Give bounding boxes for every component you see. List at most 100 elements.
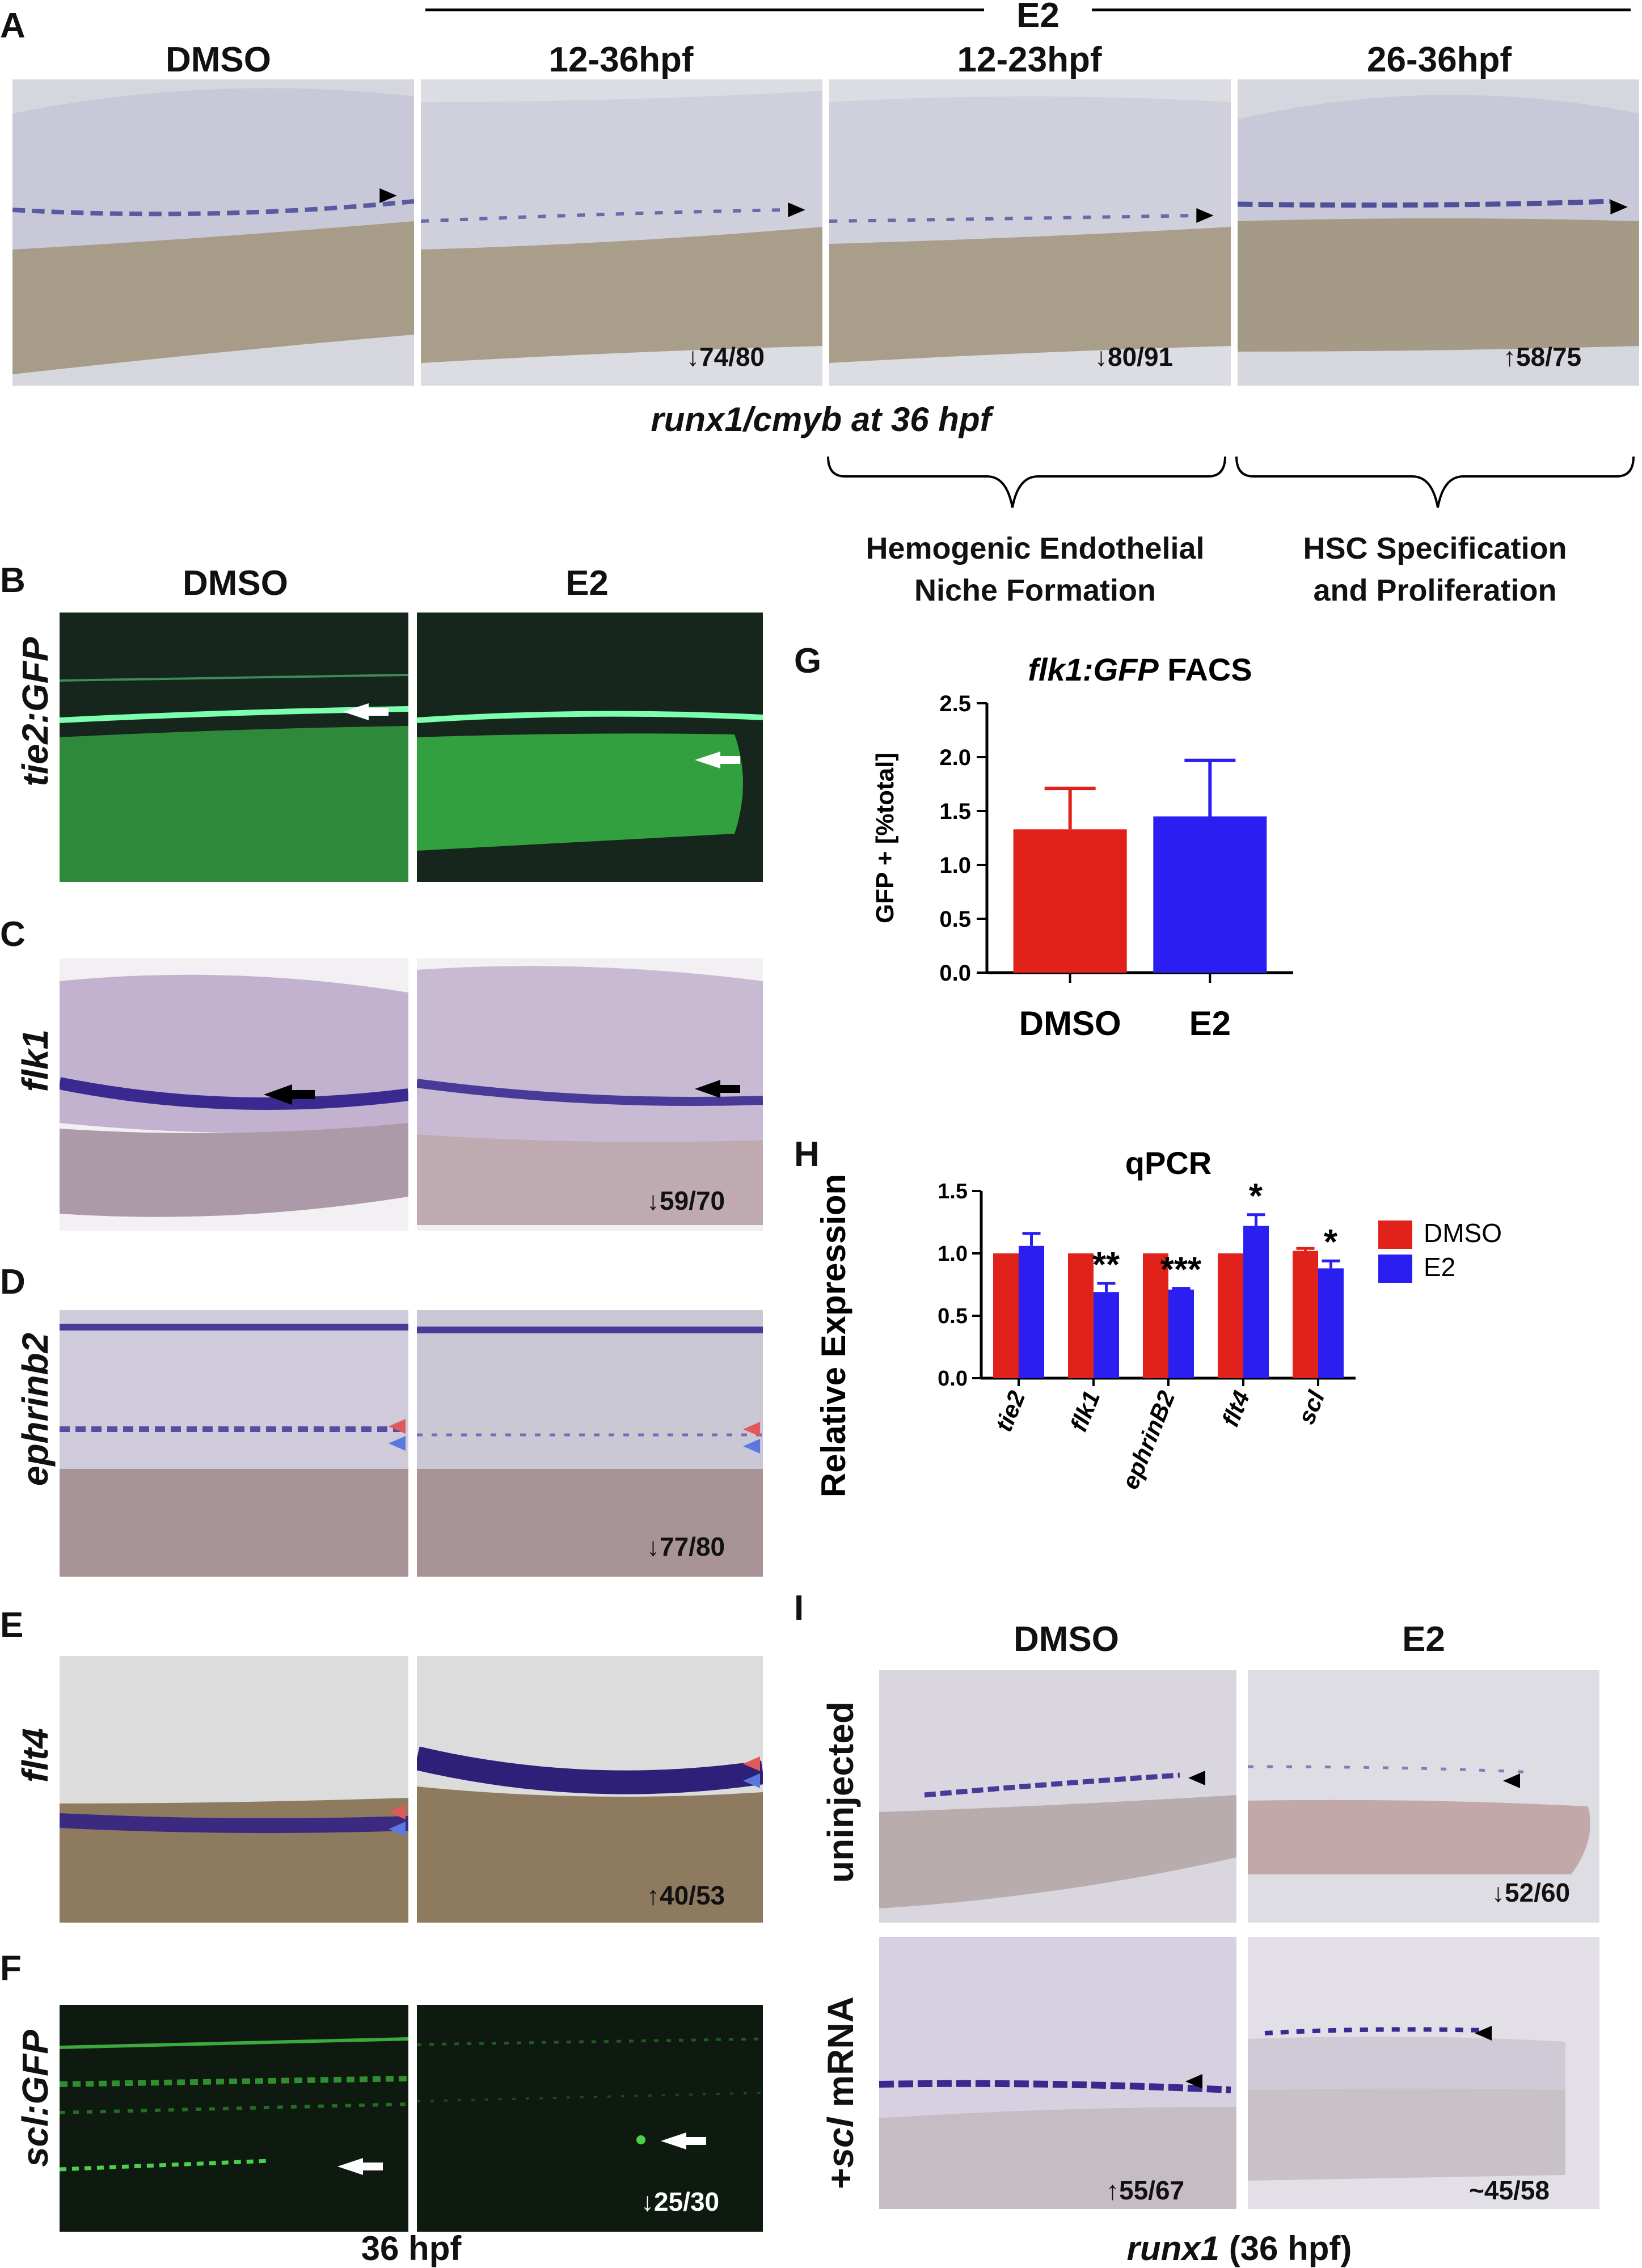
row-label-tie2-gfp: tie2:GFP [15, 637, 56, 787]
arrowhead-a-dmso [379, 188, 397, 203]
micrograph-e-e2 [417, 1656, 763, 1923]
arrow-b-dmso [343, 703, 389, 720]
micrograph-d-e2 [417, 1310, 763, 1577]
row-label-scl-gfp: scl:GFP [15, 2030, 56, 2167]
chart-h-title: qPCR [1125, 1145, 1212, 1181]
chart-h-ytick-label: 1.5 [938, 1180, 968, 1203]
panel-letter-a: A [0, 6, 26, 45]
chart-g-category-label: E2 [1189, 1004, 1231, 1042]
chart-h-category-label: tie2 [990, 1387, 1031, 1435]
panel-a-caption: runx1/cmyb at 36 hpf [651, 400, 991, 438]
micrograph-c-dmso [60, 958, 408, 1231]
i-header-dmso: DMSO [1014, 1620, 1119, 1659]
panel-letter-e: E [0, 1606, 24, 1645]
count-a-26-36: ↑58/75 [1503, 342, 1582, 371]
chart-g-bar [1153, 816, 1267, 973]
micrograph-f-dmso [60, 2005, 408, 2232]
chart-h-ytick-label: 0.0 [938, 1367, 968, 1391]
micrograph-f-e2 [417, 2005, 763, 2232]
e2-group-label: E2 [1016, 0, 1060, 35]
chart-h-category-label: flk1 [1065, 1387, 1105, 1435]
i-footer: runx1 (36 hpf) [1126, 2229, 1352, 2267]
e2-group-line-right [1092, 9, 1631, 11]
e2-group-line-left [425, 9, 984, 11]
chart-g-ytick-label: 1.5 [939, 799, 971, 824]
micrograph-i-dmso-uninjected [879, 1670, 1236, 1923]
micrograph-b-dmso [60, 613, 408, 882]
chart-h-bar-dmso [1143, 1253, 1168, 1378]
chart-h-bar-e2 [1094, 1292, 1119, 1378]
micrograph-b-e2 [417, 613, 763, 882]
col-header-26-36hpf: 26-36hpf [1367, 40, 1512, 79]
panel-letter-b: B [0, 561, 26, 600]
count-c-e2: ↓59/70 [647, 1186, 725, 1215]
col-header-dmso: DMSO [166, 40, 271, 79]
chart-h-ylabel: Relative Expression [814, 1174, 852, 1497]
panel-letter-c: C [0, 915, 26, 954]
count-d-e2: ↓77/80 [647, 1532, 725, 1561]
chart-h-bar-e2 [1318, 1268, 1344, 1378]
chart-g-category-label: DMSO [1019, 1004, 1121, 1042]
panel-letter-f: F [0, 1949, 22, 1988]
chart-g-ytick-label: 0.5 [939, 907, 971, 932]
chart-g: flk1:GFP FACS 0.0 0.5 1.0 1.5 2.0 2.5 GFP + [%t… [794, 652, 1390, 1123]
chart-h-significance: * [1324, 1223, 1338, 1262]
chart-h-significance: * [1249, 1177, 1263, 1216]
count-e-e2: ↑40/53 [647, 1881, 725, 1910]
count-a-12-36: ↓74/80 [686, 342, 765, 371]
count-i-e2-uninjected: ↓52/60 [1492, 1878, 1571, 1907]
chart-h-category-label: scl [1293, 1387, 1330, 1428]
micrograph-i-dmso-scl [879, 1937, 1236, 2209]
chart-h-bar-dmso [993, 1253, 1019, 1378]
row-label-ephrinb2: ephrinb2 [15, 1332, 56, 1486]
timeline-brackets [827, 456, 1635, 508]
chart-g-ytick-label: 0.0 [939, 961, 971, 986]
row-label-flt4: flt4 [15, 1728, 56, 1783]
chart-h: qPCR 0.0 0.5 1.0 1.5 Relative Expression tie2 f… [794, 1145, 1642, 1622]
micrograph-a-12-23 [829, 79, 1231, 386]
chart-h-bar-e2 [1168, 1289, 1194, 1378]
bracket-label-hsc: HSC Specification and Proliferation [1303, 531, 1567, 607]
chart-h-ytick-label: 1.0 [938, 1242, 968, 1266]
col-header-12-36hpf: 12-36hpf [548, 40, 694, 79]
bracket-label-hemogenic: Hemogenic Endothelial Niche Formation [866, 531, 1205, 607]
micrograph-i-e2-scl [1248, 1937, 1599, 2209]
chart-h-legend-label-dmso: DMSO [1424, 1218, 1502, 1248]
chart-h-legend-label-e2: E2 [1424, 1252, 1455, 1282]
bf-header-e2: E2 [565, 564, 609, 603]
count-i-dmso-scl: ↑55/67 [1106, 2176, 1185, 2205]
chart-h-bar-dmso [1068, 1253, 1094, 1378]
row-label-scl-mrna: +scl mRNA [820, 1996, 861, 2189]
chart-h-bar-e2 [1243, 1226, 1269, 1378]
chart-g-ytick-label: 2.0 [939, 745, 971, 770]
panel-letter-d: D [0, 1262, 26, 1302]
micrograph-a-dmso [12, 79, 414, 386]
row-label-flk1: flk1 [15, 1029, 56, 1092]
micrograph-a-26-36 [1238, 79, 1639, 386]
chart-h-bar-dmso [1293, 1251, 1318, 1378]
chart-h-ytick-label: 0.5 [938, 1304, 968, 1328]
panel-letter-g: G [794, 641, 822, 681]
row-label-uninjected: uninjected [820, 1701, 861, 1883]
count-f-e2: ↓25/30 [641, 2187, 720, 2216]
chart-h-category-label: ephrinB2 [1117, 1387, 1180, 1493]
chart-h-category-label: flt4 [1217, 1387, 1255, 1430]
chart-h-legend-swatch-dmso [1378, 1220, 1412, 1249]
chart-g-ylabel: GFP + [%total] [871, 753, 899, 923]
i-header-e2: E2 [1402, 1620, 1445, 1659]
col-header-12-23hpf: 12-23hpf [957, 40, 1102, 79]
micrograph-d-dmso [60, 1310, 408, 1577]
chart-h-significance: ** [1092, 1245, 1120, 1285]
chart-h-legend-swatch-e2 [1378, 1255, 1412, 1283]
chart-g-ytick-label: 1.0 [939, 853, 971, 878]
count-a-12-23: ↓80/91 [1095, 342, 1174, 371]
chart-h-bar-dmso [1218, 1253, 1243, 1378]
panel-letter-h: H [794, 1135, 820, 1174]
chart-h-significance: *** [1160, 1251, 1202, 1290]
chart-h-bar-e2 [1019, 1245, 1044, 1378]
chart-g-bar [1013, 829, 1127, 973]
micrograph-i-e2-uninjected [1248, 1670, 1599, 1923]
micrograph-a-12-36 [421, 79, 822, 386]
chart-g-title: flk1:GFP FACS [1028, 652, 1252, 687]
chart-g-ytick-label: 2.5 [939, 691, 971, 716]
